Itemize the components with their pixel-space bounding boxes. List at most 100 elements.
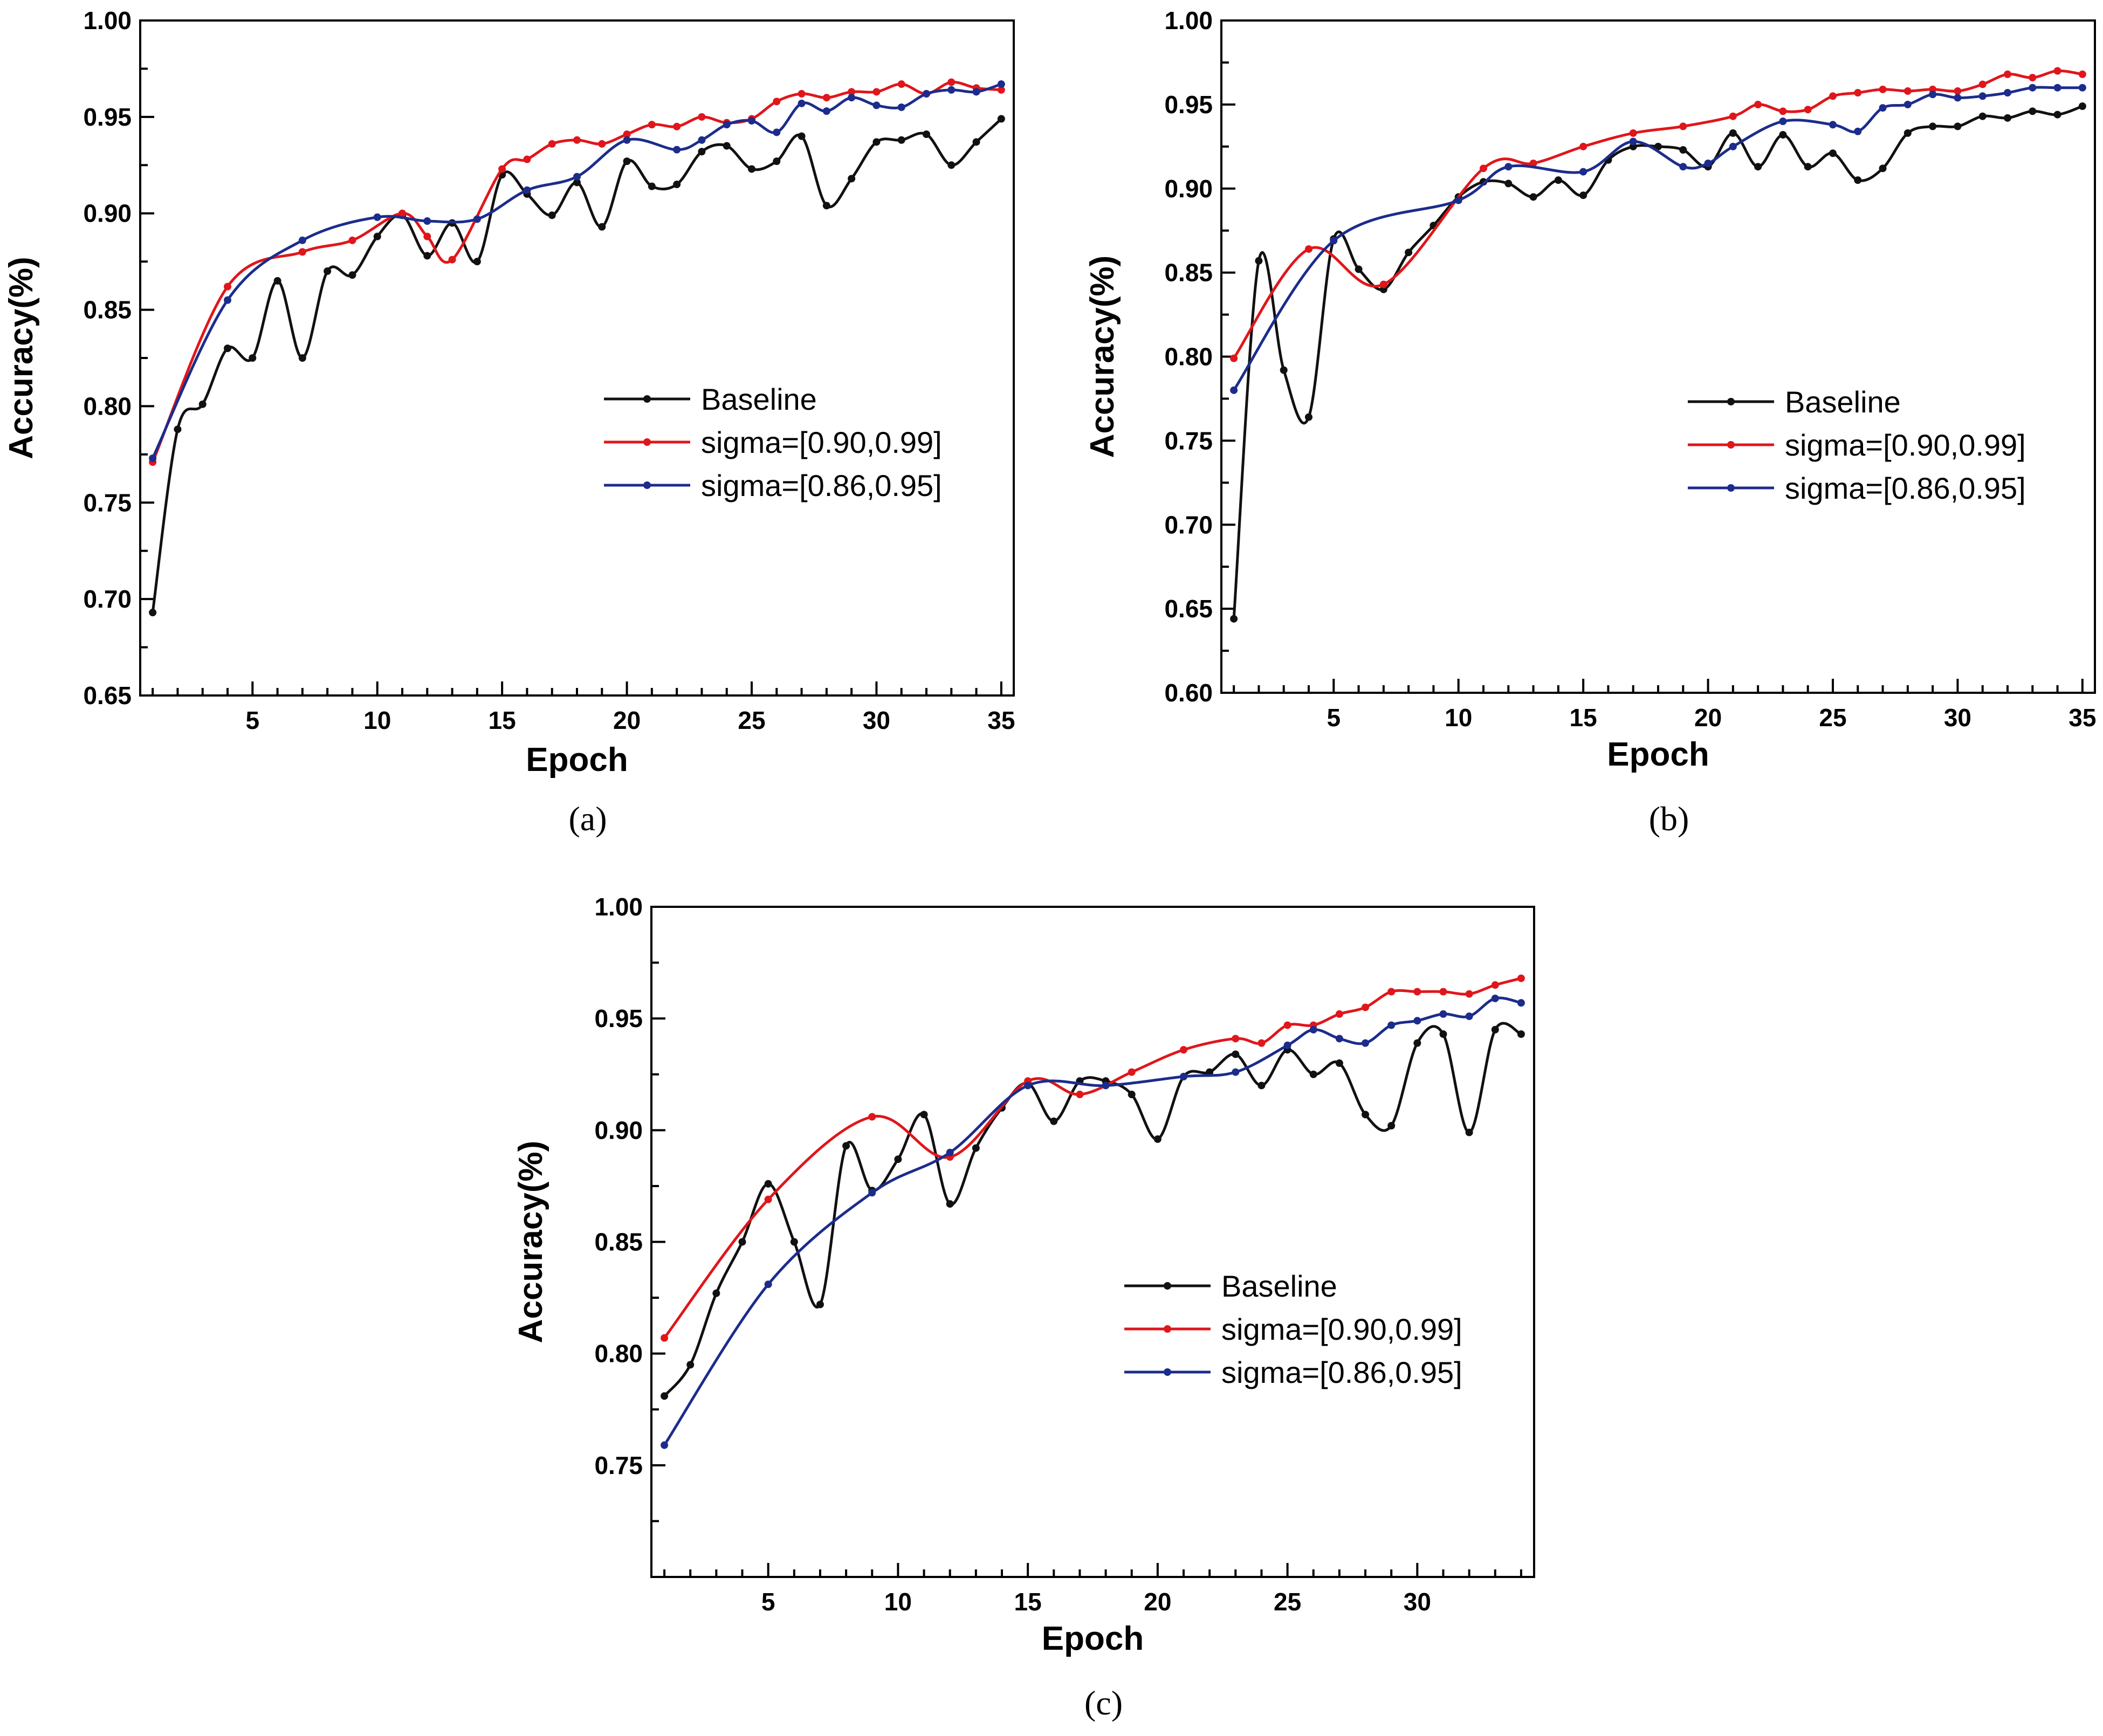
data-point-sigma-a bbox=[1128, 1068, 1136, 1076]
y-axis-ticks: 0.65 0.70 0.75 0.80 0.85 0.90 0.95 1.00 bbox=[83, 6, 154, 709]
y-tick-label: 0.90 bbox=[594, 1116, 643, 1144]
data-point-sigma-b bbox=[1517, 999, 1525, 1007]
data-point-baseline bbox=[842, 1142, 850, 1150]
data-point-sigma-b bbox=[1102, 1081, 1110, 1090]
data-point-sigma-a bbox=[798, 89, 806, 98]
data-point-sigma-a bbox=[1362, 1003, 1370, 1011]
data-point-sigma-b bbox=[1024, 1081, 1032, 1090]
y-tick-label: 0.75 bbox=[1164, 426, 1213, 454]
data-point-baseline bbox=[1654, 142, 1662, 150]
data-point-baseline bbox=[712, 1289, 720, 1297]
y-axis-ticks: 0.75 0.80 0.85 0.90 0.95 1.00 bbox=[594, 893, 665, 1578]
data-point-baseline bbox=[473, 258, 481, 266]
legend-label-sigma-b: sigma=[0.86,0.95] bbox=[701, 469, 942, 502]
data-point-sigma-a bbox=[1387, 988, 1396, 996]
chart-panel-b: 5 10 15 20 25 30 35 0.60 0.65 0.70 0.75 0.80 0.85 0.9… bbox=[1084, 6, 2096, 838]
legend-item-baseline: Baseline bbox=[1688, 385, 1901, 419]
data-point-baseline bbox=[1128, 1091, 1136, 1099]
data-point-sigma-b bbox=[673, 146, 681, 154]
data-point-sigma-b bbox=[2078, 84, 2086, 92]
data-point-baseline bbox=[573, 178, 581, 187]
data-point-baseline bbox=[1554, 176, 1562, 184]
data-point-sigma-b bbox=[868, 1189, 876, 1197]
x-axis-ticks: 5 10 15 20 25 30 35 bbox=[152, 681, 1015, 734]
legend-marker-sigma-a bbox=[643, 438, 651, 446]
data-point-sigma-b bbox=[1330, 237, 1338, 245]
data-point-sigma-b bbox=[1504, 163, 1513, 171]
data-point-baseline bbox=[224, 345, 231, 353]
x-tick-label: 10 bbox=[884, 1588, 912, 1616]
data-point-baseline bbox=[1679, 146, 1687, 154]
data-point-baseline bbox=[997, 115, 1005, 123]
data-point-baseline bbox=[816, 1300, 824, 1308]
legend-item-sigma-a: sigma=[0.90,0.99] bbox=[604, 425, 942, 459]
legend-label-baseline: Baseline bbox=[1785, 385, 1901, 419]
data-point-sigma-b bbox=[1929, 91, 1937, 99]
y-tick-label: 0.85 bbox=[1164, 259, 1213, 287]
series-sigma-b bbox=[1230, 84, 2086, 394]
data-point-sigma-a bbox=[872, 88, 881, 96]
data-point-sigma-b bbox=[972, 88, 980, 96]
data-point-sigma-a bbox=[1439, 988, 1447, 996]
legend-item-baseline: Baseline bbox=[1124, 1269, 1337, 1303]
data-point-sigma-b bbox=[573, 173, 581, 181]
data-point-baseline bbox=[2078, 102, 2086, 110]
x-axis-title: Epoch bbox=[1042, 1620, 1144, 1657]
data-point-sigma-b bbox=[872, 101, 881, 109]
data-point-sigma-a bbox=[698, 113, 706, 121]
legend: Baseline sigma=[0.90,0.99] sigma=[0.86,0.9… bbox=[604, 382, 942, 502]
x-tick-label: 20 bbox=[1144, 1588, 1171, 1616]
data-point-sigma-b bbox=[723, 121, 731, 129]
data-point-baseline bbox=[1362, 1111, 1370, 1119]
data-point-sigma-a bbox=[224, 283, 231, 291]
y-tick-label: 0.85 bbox=[594, 1228, 643, 1256]
data-point-baseline bbox=[748, 165, 755, 173]
data-point-sigma-a bbox=[1978, 80, 1987, 88]
data-point-sigma-a bbox=[764, 1195, 772, 1203]
x-axis-title: Epoch bbox=[1607, 736, 1709, 773]
data-point-sigma-a bbox=[673, 122, 681, 130]
data-point-sigma-a bbox=[1954, 87, 1962, 95]
legend-marker-baseline bbox=[1164, 1282, 1171, 1290]
legend-label-sigma-a: sigma=[0.90,0.99] bbox=[701, 425, 942, 459]
data-point-sigma-b bbox=[1283, 1041, 1291, 1049]
legend-label-baseline: Baseline bbox=[1221, 1269, 1337, 1303]
x-tick-label: 35 bbox=[2068, 704, 2096, 732]
y-tick-label: 0.70 bbox=[83, 585, 132, 613]
legend-item-sigma-a: sigma=[0.90,0.99] bbox=[1688, 428, 2026, 462]
data-point-sigma-b bbox=[1879, 104, 1887, 112]
data-point-baseline bbox=[1465, 1128, 1473, 1136]
data-point-baseline bbox=[764, 1180, 772, 1188]
legend: Baseline sigma=[0.90,0.99] sigma=[0.86,0.9… bbox=[1124, 1269, 1462, 1389]
data-point-sigma-b bbox=[698, 136, 706, 144]
legend-marker-sigma-b bbox=[1727, 484, 1735, 492]
data-point-sigma-b bbox=[1362, 1039, 1370, 1047]
y-axis-ticks: 0.60 0.65 0.70 0.75 0.80 0.85 0.90 0.95 1.00 bbox=[1164, 6, 1235, 707]
data-point-sigma-a bbox=[1379, 280, 1387, 288]
data-point-sigma-a bbox=[1529, 159, 1537, 167]
data-point-baseline bbox=[2029, 107, 2037, 115]
data-point-baseline bbox=[1305, 413, 1312, 421]
data-point-baseline bbox=[848, 175, 856, 183]
data-point-sigma-b bbox=[764, 1280, 772, 1289]
data-point-baseline bbox=[1978, 112, 1987, 120]
data-point-baseline bbox=[2004, 114, 2011, 122]
legend-item-sigma-b: sigma=[0.86,0.95] bbox=[1124, 1355, 1462, 1389]
data-point-sigma-a bbox=[1283, 1021, 1291, 1029]
data-point-baseline bbox=[920, 1111, 928, 1119]
data-point-baseline bbox=[1355, 265, 1363, 273]
data-point-sigma-b bbox=[947, 86, 956, 94]
legend-item-sigma-b: sigma=[0.86,0.95] bbox=[1688, 471, 2026, 505]
data-point-baseline bbox=[423, 252, 431, 260]
data-point-baseline bbox=[1729, 129, 1737, 137]
data-point-sigma-a bbox=[1729, 112, 1737, 120]
legend-marker-baseline bbox=[643, 395, 651, 403]
data-point-sigma-b bbox=[1629, 137, 1637, 146]
legend-label-sigma-b: sigma=[0.86,0.95] bbox=[1221, 1355, 1462, 1389]
y-axis-title: Accuracy(%) bbox=[1084, 256, 1121, 458]
data-point-baseline bbox=[1779, 130, 1787, 139]
data-point-sigma-a bbox=[1230, 354, 1238, 362]
data-point-sigma-a bbox=[573, 136, 581, 144]
y-tick-label: 0.85 bbox=[83, 296, 132, 324]
